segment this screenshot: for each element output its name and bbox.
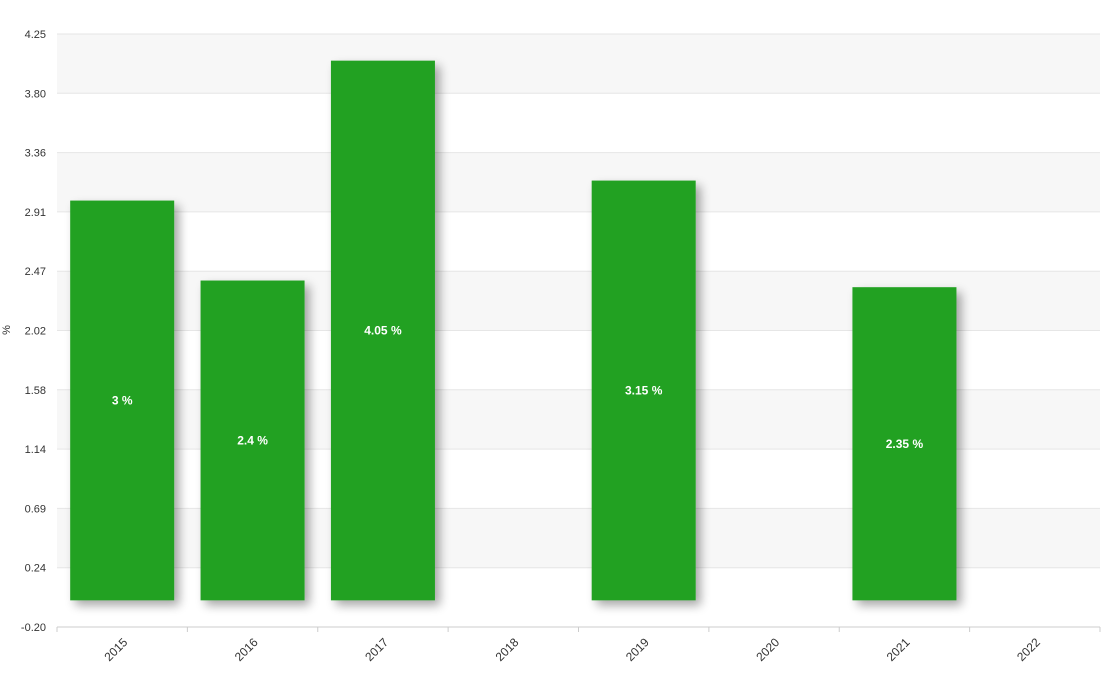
bar-labels: 3 % 2.4 % 4.05 % 3.15 % 2.35 %	[112, 324, 924, 451]
bar-2019	[591, 180, 696, 601]
x-tick-label: 2016	[232, 635, 261, 664]
bars	[70, 60, 957, 601]
bar-2016	[200, 280, 305, 601]
x-tick-label: 2021	[884, 635, 913, 664]
y-tick-label: 0.69	[25, 503, 46, 515]
bar-2015	[70, 200, 175, 601]
plot-band	[57, 152, 1100, 212]
y-tick-label: 2.91	[25, 207, 46, 219]
y-tick-label: 2.47	[25, 266, 46, 278]
x-tick-label: 2022	[1014, 635, 1043, 664]
data-label-2017: 4.05 %	[364, 324, 402, 338]
y-tick-label: 1.14	[25, 444, 46, 456]
y-tick-label: -0.20	[21, 622, 46, 634]
x-tick-label: 2020	[753, 635, 782, 664]
y-tick-label: 4.25	[25, 29, 46, 41]
y-tick-label: 2.02	[25, 326, 46, 338]
x-tick-label: 2017	[362, 635, 391, 664]
y-tick-label: 1.58	[25, 385, 46, 397]
plot-band	[57, 34, 1100, 94]
y-tick-label: 3.80	[25, 88, 46, 100]
y-axis: -0.20 0.24 0.69 1.14 1.58 2.02 2.47 2.91 3.36 3.8…	[21, 29, 46, 634]
y-tick-label: 0.24	[25, 563, 46, 575]
bar-2017	[330, 60, 435, 601]
x-tick-label: 2018	[493, 635, 522, 664]
data-label-2021: 2.35 %	[886, 437, 924, 451]
data-label-2016: 2.4 %	[237, 433, 268, 447]
x-tick-label: 2015	[102, 635, 131, 664]
data-label-2015: 3 %	[112, 393, 133, 407]
x-tick-label: 2019	[623, 635, 652, 664]
y-tick-label: 3.36	[25, 148, 46, 160]
y-axis-title: %	[1, 325, 13, 335]
x-axis: 2015 2016 2017 2018 2019 2020 2021 2022	[56, 627, 1101, 664]
data-label-2019: 3.15 %	[625, 383, 663, 397]
bar-2021	[852, 287, 957, 601]
